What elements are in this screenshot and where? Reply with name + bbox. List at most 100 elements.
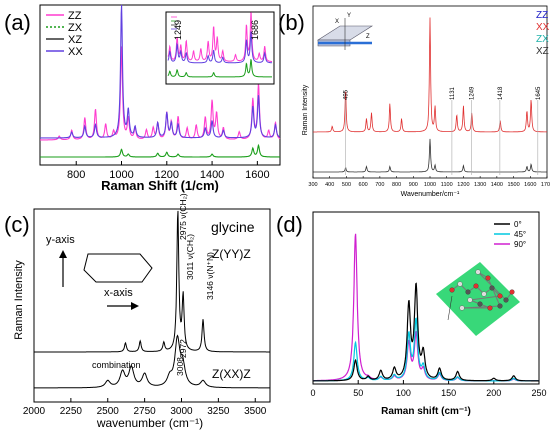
panel-c-y-axis-label: Raman Intensity: [13, 260, 25, 340]
panel-d-atom: [473, 283, 479, 289]
panel-c-tick-label: 3500: [244, 406, 267, 417]
panel-d-atom: [497, 303, 503, 309]
panel-c-title: glycine: [211, 219, 255, 235]
panel-a-inset-label-1686: 1686: [250, 20, 260, 40]
panel-a-inset: [167, 12, 273, 78]
panel-a-tick-label: 1000: [109, 169, 133, 181]
panel-d-x-ticks: 0 50 100 150 200 250: [310, 380, 547, 398]
panel-d-atom: [481, 291, 487, 297]
panel-c-peak-annotation: 3011 ν(CH₂): [185, 234, 195, 280]
panel-a-legend-label: XX: [68, 46, 83, 58]
panel-a-tick-label: 1600: [245, 169, 269, 181]
panel-b-tick-label: 1100: [441, 182, 453, 188]
panel-b-tick-label: 1000: [424, 182, 436, 188]
panel-c-tick-label: 2000: [23, 406, 46, 417]
panel-d-legend-label: 45°: [514, 230, 526, 239]
panel-b-x-ticks: 300 400 500 600 700 800 900 1000 1100 1200 1300 140…: [308, 176, 550, 188]
panel-d-legend-label: 90°: [514, 240, 526, 249]
panel-d-legend: 0°45°90°: [494, 220, 526, 249]
panel-b-crystal-inset: X Y Z: [316, 13, 374, 50]
panel-a-series-xx-line: [40, 4, 281, 139]
panel-c-tick-label: 2250: [60, 406, 83, 417]
panel-d-x-axis-label: Raman shift (cm⁻¹): [381, 406, 471, 417]
panel-a-legend-label: XZ: [68, 34, 82, 46]
panel-c-annotations: Z(YY)Z Z(XX)Z 2975 ν(CH₂)3011 ν(CH₂) 3146 ν…: [92, 193, 251, 381]
panel-d-label: (d): [276, 212, 303, 237]
panel-d-series: [313, 233, 539, 382]
panel-c-label: (c): [4, 212, 30, 237]
panel-b-tick-label: 400: [325, 182, 334, 188]
panel-d-tick-label: 150: [441, 388, 456, 398]
panel-b-tick-label: 1600: [524, 182, 536, 188]
panel-c-tick-label: 3000: [170, 406, 193, 417]
panel-d-tick-label: 200: [486, 388, 501, 398]
panel-b-annotation-label: 1131: [450, 86, 456, 100]
panel-c-peak-annotation: 3146 ν(N⁺N): [205, 252, 215, 300]
panel-b-tick-label: 600: [359, 182, 368, 188]
panel-d-atom: [503, 297, 509, 303]
panel-d-atom: [485, 275, 491, 281]
panel-b-axis-y: Y: [347, 13, 351, 19]
panel-b-axis-x: X: [335, 19, 339, 25]
panel-a-legend-label: ZX: [68, 22, 83, 34]
panel-b-legend-zx: ZX: [536, 34, 549, 45]
panel-c-peak-annotation: 3008: [175, 357, 185, 376]
panel-b: (b) Raman Intensity 300 400 500 600 700 800 90…: [278, 5, 550, 198]
panel-a-inset-series-zz-line: [167, 12, 272, 62]
panel-b-tick-label: 1400: [491, 182, 503, 188]
panel-d-pointer-line: [447, 295, 453, 321]
panel-c-axes-frame: [33, 208, 271, 403]
panel-b-tick-label: 1200: [457, 182, 469, 188]
panel-d-tick-label: 0: [310, 388, 315, 398]
panel-d-series-0-line: [313, 282, 539, 382]
panel-b-tick-label: 700: [375, 182, 384, 188]
panel-c-crystal-outline: y-axis x-axis: [46, 234, 153, 310]
panel-a-tick-label: 800: [67, 169, 85, 181]
panel-c-tick-label: 3250: [207, 406, 230, 417]
panel-c-combination-label: combination: [92, 360, 141, 370]
panel-d-molecule: [447, 269, 515, 321]
panel-b-tick-label: 300: [308, 182, 317, 188]
panel-a-inset-label-1249: 1249: [173, 20, 183, 40]
panel-b-annotation-label: 495: [344, 89, 350, 100]
panel-b-label: (b): [278, 10, 305, 35]
panel-b-annotation-label: 1249: [470, 86, 476, 100]
panel-b-tick-label: 500: [342, 182, 351, 188]
panel-b-tick-label: 1500: [507, 182, 519, 188]
panel-b-y-axis-label: Raman Intensity: [302, 84, 309, 135]
panel-a-legend-label: ZZ: [68, 10, 82, 22]
panel-d-bond: [469, 295, 501, 301]
panel-c-inset-x-axis-text: x-axis: [104, 287, 133, 299]
panel-d-tick-label: 100: [396, 388, 411, 398]
panel-a-x-axis-label: Raman Shift (1/cm): [101, 178, 219, 193]
panel-d-atom: [509, 289, 515, 295]
panel-d-atom: [465, 289, 471, 295]
panel-b-tick-label: 800: [392, 182, 401, 188]
panel-d: (d) 0 50 100 150 200 250 Raman shift (cm⁻¹) 0…: [276, 211, 547, 417]
panel-a-label: (a): [4, 10, 31, 35]
panel-a-tick-label: 1200: [155, 169, 179, 181]
panel-b-series-xz-line: [313, 138, 547, 173]
panel-c-x-axis-label: wavenumber (cm⁻¹): [96, 416, 203, 430]
panel-d-legend-label: 0°: [514, 220, 522, 229]
panel-a: (a) 800 1000 1200 1400 1600 Raman Shift (1/c…: [4, 4, 281, 193]
panel-d-tick-label: 250: [531, 388, 546, 398]
panel-d-atom: [457, 281, 463, 287]
panel-a-tick-label: 1400: [200, 169, 224, 181]
panel-a-inset-series-zx-line: [167, 58, 272, 78]
panel-d-atom: [449, 287, 455, 293]
panel-d-axes-frame: [312, 211, 540, 385]
panel-d-bond: [487, 277, 501, 307]
panel-c-x-arrow-head: [131, 302, 139, 310]
panel-a-axes-frame: [39, 4, 281, 166]
panel-a-series-zx-line: [40, 143, 281, 158]
panel-b-annotation-label: 1645: [536, 86, 542, 100]
panel-a-series: [40, 4, 281, 158]
panel-d-atom: [467, 297, 473, 303]
panel-c-series-label-xx: Z(XX)Z: [212, 367, 251, 381]
panel-b-tick-label: 1700: [541, 182, 550, 188]
panel-b-x-axis-label: Wavenumber/cm⁻¹: [401, 191, 460, 198]
